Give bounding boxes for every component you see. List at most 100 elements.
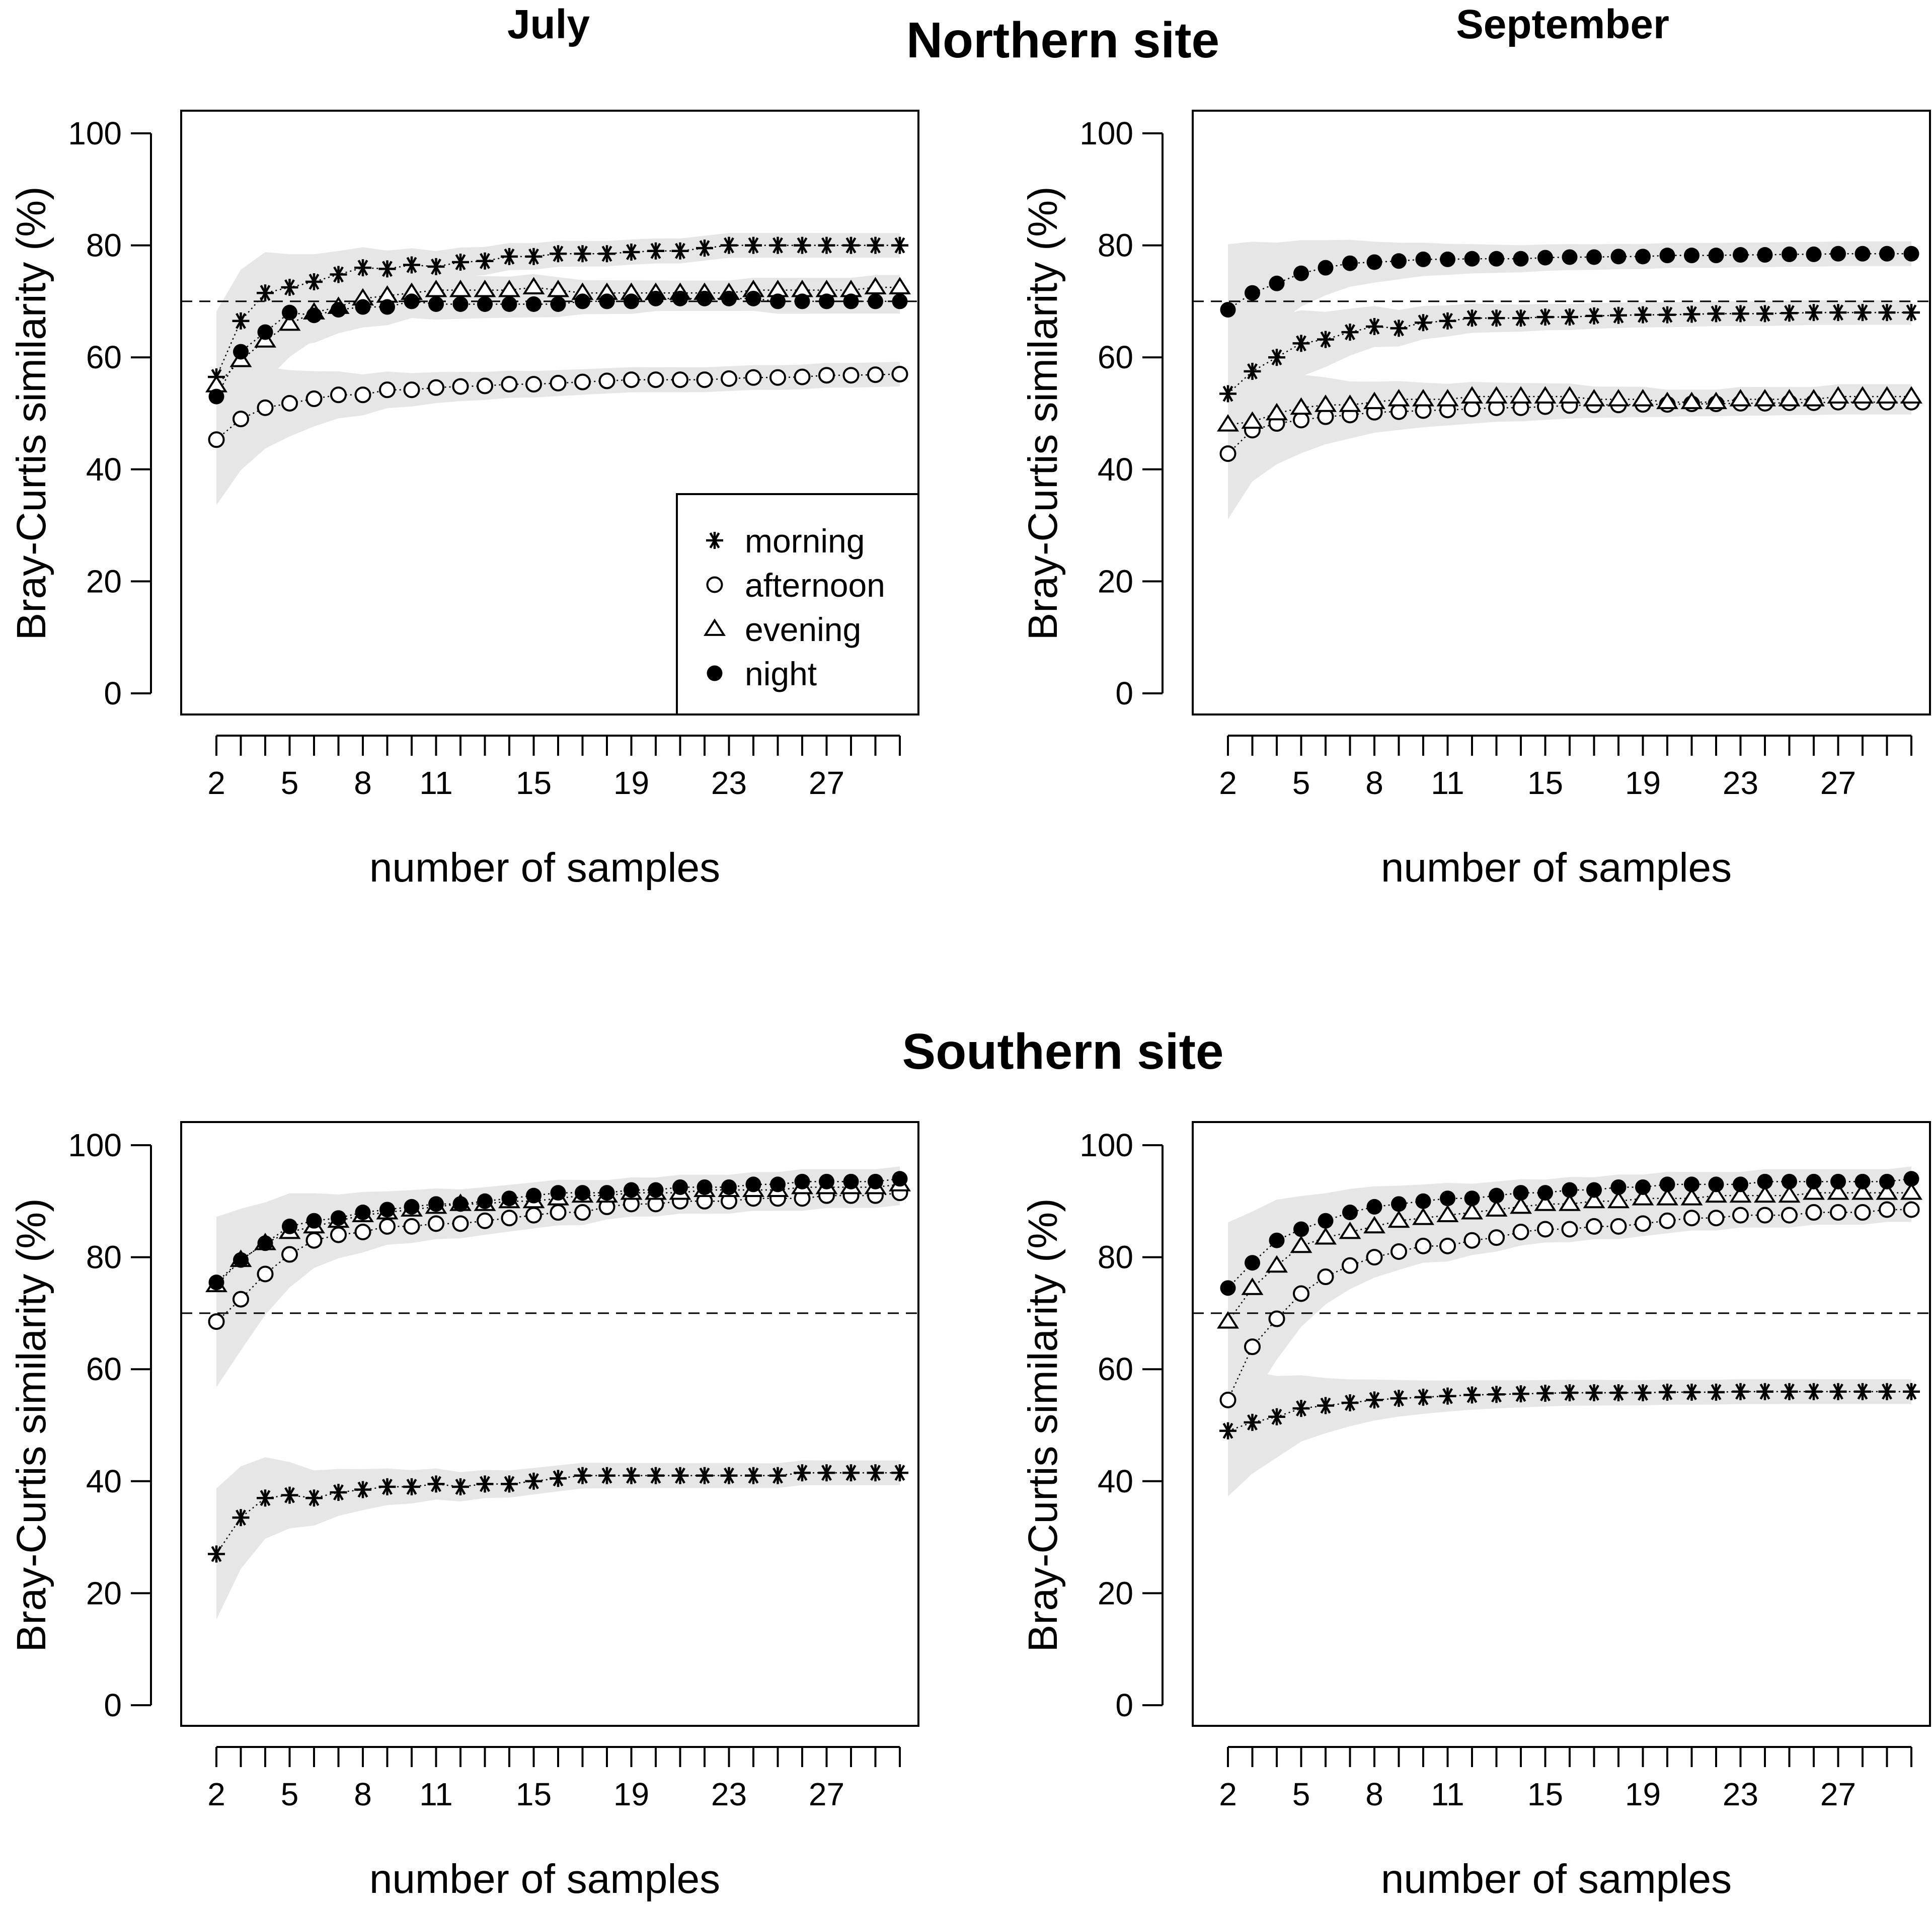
point-morning-20	[647, 1467, 664, 1484]
point-morning-24	[745, 1467, 762, 1484]
point-night-15	[1537, 1185, 1553, 1201]
point-night-22	[1708, 1176, 1724, 1192]
point-morning-9	[378, 1478, 396, 1495]
point-evening-2	[1216, 414, 1240, 432]
point-night-9	[379, 1202, 395, 1218]
point-afternoon-29	[867, 366, 884, 383]
site-title-northern: Northern site	[906, 12, 1220, 68]
y-tick-label-80: 80	[1098, 227, 1133, 264]
point-night-30	[892, 293, 908, 309]
point-afternoon-15	[1537, 1221, 1554, 1238]
point-evening-10	[1412, 1207, 1435, 1225]
point-evening-4	[1265, 403, 1288, 421]
point-night-8	[355, 1205, 371, 1221]
x-tick-label-15: 15	[1527, 765, 1563, 801]
point-night-28	[843, 293, 859, 309]
point-night-16	[1562, 249, 1578, 265]
y-tick-label-80: 80	[1098, 1239, 1133, 1276]
x-tick-label-23: 23	[1723, 765, 1758, 801]
point-night-12	[1464, 1190, 1480, 1207]
point-afternoon-9	[1390, 403, 1407, 420]
point-morning-6	[1317, 331, 1334, 348]
point-night-20	[648, 290, 664, 306]
confidence-band-evening	[1228, 1180, 1911, 1387]
legend: morning afternoon evening night	[676, 493, 919, 715]
point-night-2	[208, 1275, 224, 1291]
point-morning-6	[1317, 1397, 1334, 1414]
x-tick-label-19: 19	[613, 1776, 649, 1812]
point-night-20	[648, 1182, 664, 1198]
panel-4: 0 20 40 60 80 100 2 5 8 11 15 19 23 27 number of sampl…	[1020, 1121, 1931, 1902]
point-evening-12	[449, 279, 472, 297]
point-night-13	[477, 1193, 493, 1209]
y-tick-label-40: 40	[1098, 451, 1133, 488]
point-morning-25	[1781, 304, 1798, 322]
point-night-10	[1415, 1193, 1431, 1209]
point-morning-20	[1659, 1383, 1676, 1401]
point-morning-19	[1634, 1384, 1652, 1401]
point-evening-20	[1656, 1188, 1679, 1206]
legend-label-morning: morning	[745, 522, 865, 560]
point-morning-7	[1341, 1394, 1359, 1411]
point-night-26	[1806, 1173, 1822, 1189]
point-evening-24	[1753, 388, 1776, 407]
point-night-11	[428, 1196, 444, 1212]
point-morning-18	[598, 245, 615, 263]
x-tick-label-5: 5	[1292, 765, 1310, 801]
point-morning-14	[501, 1475, 518, 1493]
x-tick-label-27: 27	[809, 765, 844, 801]
point-morning-5	[1292, 335, 1310, 352]
month-title-july: July	[507, 2, 590, 47]
point-morning-16	[1561, 1384, 1578, 1401]
y-tick-label-20: 20	[86, 563, 122, 599]
point-afternoon-25	[1781, 1207, 1798, 1224]
point-morning-5	[281, 279, 298, 296]
point-afternoon-5	[281, 1246, 298, 1263]
point-afternoon-10	[403, 381, 420, 399]
point-morning-16	[550, 245, 567, 263]
point-morning-18	[1610, 306, 1627, 324]
point-morning-16	[550, 1470, 567, 1487]
point-night-12	[452, 296, 469, 312]
point-morning-2	[1219, 1422, 1237, 1440]
y-tick-label-80: 80	[86, 1239, 122, 1276]
legend-label-afternoon: afternoon	[745, 567, 885, 604]
point-night-10	[404, 1199, 420, 1215]
point-morning-26	[1805, 1383, 1822, 1400]
plot-frame	[1192, 110, 1931, 715]
legend-marker-night	[707, 665, 723, 681]
legend-label-evening: evening	[745, 611, 861, 648]
point-night-24	[745, 1176, 761, 1192]
confidence-band-afternoon	[1228, 1197, 1911, 1466]
point-night-11	[1440, 251, 1455, 267]
point-night-25	[770, 1176, 786, 1192]
y-axis-label: Bray-Curtis similarity (%)	[9, 187, 54, 641]
point-night-29	[868, 293, 883, 309]
point-night-4	[1269, 275, 1285, 291]
point-evening-11	[1436, 388, 1459, 407]
point-night-22	[697, 290, 713, 306]
point-morning-20	[647, 242, 664, 260]
point-morning-21	[671, 242, 689, 260]
point-night-28	[843, 1173, 859, 1189]
point-night-30	[892, 1171, 908, 1187]
point-morning-16	[1561, 308, 1578, 326]
point-morning-29	[867, 1464, 884, 1482]
point-night-25	[770, 293, 786, 309]
y-tick-label-100: 100	[1079, 1127, 1133, 1163]
point-morning-21	[1683, 305, 1701, 323]
point-morning-25	[769, 1467, 787, 1484]
point-morning-20	[1659, 306, 1676, 324]
point-evening-16	[1558, 386, 1581, 404]
point-evening-3	[1241, 1278, 1264, 1295]
point-night-21	[1684, 248, 1699, 264]
point-night-22	[1708, 248, 1724, 264]
point-morning-30	[891, 1464, 908, 1482]
point-evening-7	[1339, 1221, 1361, 1239]
point-evening-13	[474, 279, 496, 297]
point-afternoon-7	[330, 1226, 347, 1243]
point-night-10	[404, 293, 420, 309]
point-morning-2	[208, 1545, 225, 1563]
point-night-2	[1220, 1280, 1236, 1296]
point-night-11	[1440, 1190, 1455, 1207]
